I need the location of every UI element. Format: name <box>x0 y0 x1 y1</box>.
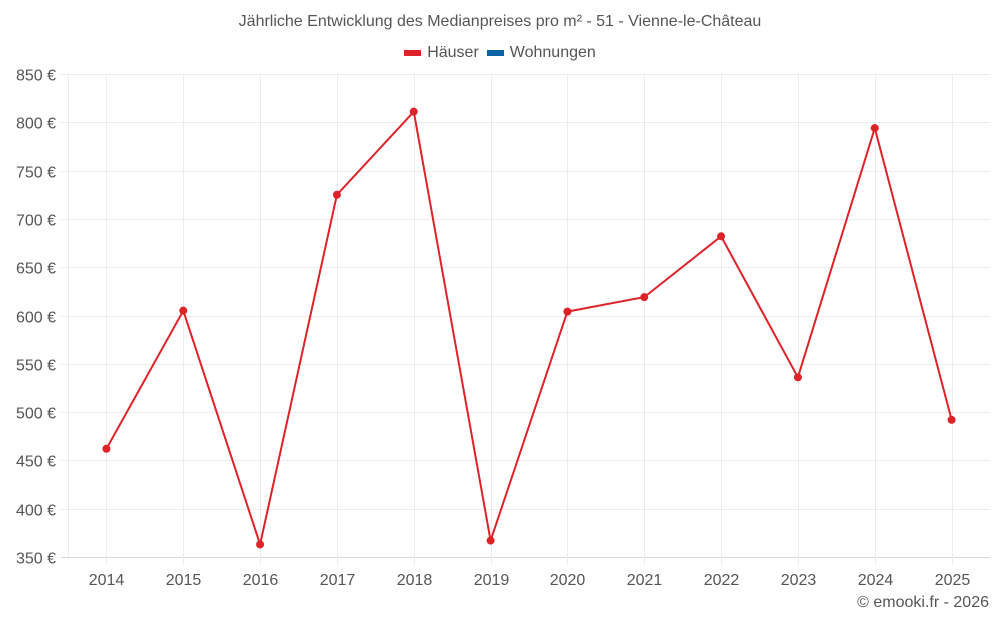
data-point-marker[interactable] <box>793 373 802 382</box>
chart-grid <box>61 74 990 565</box>
data-point-marker[interactable] <box>256 540 265 549</box>
x-tick-label: 2024 <box>858 572 894 589</box>
y-tick-label: 450 € <box>16 454 56 471</box>
x-tick-label: 2020 <box>550 572 586 589</box>
y-tick-label: 700 € <box>16 213 56 230</box>
legend-item-apartments[interactable]: Wohnungen <box>486 44 596 62</box>
x-tick-label: 2021 <box>627 572 663 589</box>
x-tick-label: 2022 <box>704 572 740 589</box>
y-tick-label: 350 € <box>16 551 56 568</box>
x-tick-label: 2023 <box>781 572 817 589</box>
data-point-marker[interactable] <box>717 232 726 241</box>
y-tick-label: 850 € <box>16 68 56 85</box>
chart-legend: Häuser Wohnungen <box>0 44 1000 62</box>
x-tick-label: 2019 <box>474 572 510 589</box>
data-point-marker[interactable] <box>486 536 495 545</box>
data-point-marker[interactable] <box>409 107 418 116</box>
x-axis: 2014 2015 2016 2017 2018 2019 2020 2021 2022 2023… <box>89 572 971 589</box>
data-point-marker[interactable] <box>332 190 341 199</box>
x-tick-label: 2014 <box>89 572 125 589</box>
x-tick-label: 2016 <box>243 572 279 589</box>
data-point-marker[interactable] <box>179 306 188 315</box>
x-tick-label: 2015 <box>166 572 202 589</box>
series-houses <box>102 107 956 549</box>
legend-label-apartments: Wohnungen <box>509 44 596 61</box>
y-tick-label: 600 € <box>16 310 56 327</box>
data-point-marker[interactable] <box>870 124 879 133</box>
x-tick-label: 2018 <box>397 572 433 589</box>
y-axis: 350 € 400 € 450 € 500 € 550 € 600 € 650 € 700 €… <box>16 68 56 568</box>
data-point-marker[interactable] <box>102 444 111 453</box>
legend-label-houses: Häuser <box>427 44 479 61</box>
houses-swatch-icon <box>404 50 422 56</box>
legend-item-houses[interactable]: Häuser <box>404 44 479 62</box>
credit-text: © emooki.fr - 2026 <box>857 594 989 611</box>
data-point-marker[interactable] <box>947 415 956 424</box>
data-point-marker[interactable] <box>563 307 572 316</box>
y-tick-label: 400 € <box>16 503 56 520</box>
chart-title: Jährliche Entwicklung des Medianpreises … <box>238 13 762 30</box>
y-tick-label: 800 € <box>16 116 56 133</box>
y-tick-label: 650 € <box>16 261 56 278</box>
apartments-swatch-icon <box>486 50 504 56</box>
y-tick-label: 500 € <box>16 406 56 423</box>
y-tick-label: 750 € <box>16 165 56 182</box>
series-line <box>105 110 953 546</box>
data-point-marker[interactable] <box>640 293 649 302</box>
y-tick-label: 550 € <box>16 358 56 375</box>
x-tick-label: 2017 <box>320 572 356 589</box>
x-tick-label: 2025 <box>935 572 971 589</box>
